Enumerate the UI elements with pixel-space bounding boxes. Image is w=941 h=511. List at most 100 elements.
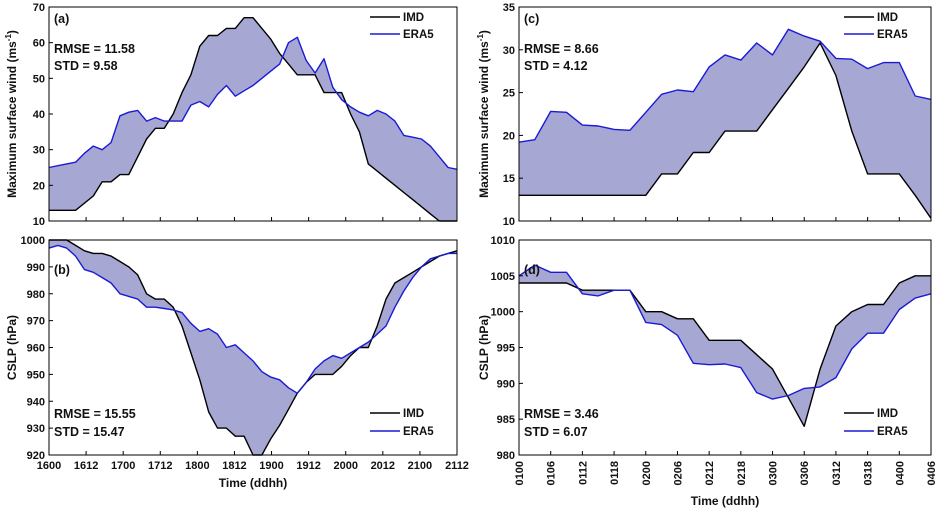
stat-text: RMSE = 8.66 <box>524 42 599 56</box>
y-tick-label: 1010 <box>491 235 515 247</box>
x-tick-label: 0312 <box>831 461 843 485</box>
y-tick-label: 35 <box>503 2 515 14</box>
series-line-era5 <box>48 36 458 170</box>
panel-b: 920 930 940 950 960 970 980 990 1000 1600 1612 1700… <box>5 235 469 490</box>
y-tick-label: 980 <box>497 450 515 462</box>
panel-c: 10 15 20 25 30 35 Maximum surface wind (ms-1) (… <box>476 2 932 228</box>
x-tick-label: 0100 <box>514 461 526 485</box>
y-tick-label: 30 <box>503 45 515 57</box>
x-tick-label: 0300 <box>768 461 780 485</box>
x-tick-label: 0318 <box>863 461 875 485</box>
y-tick-label: 70 <box>33 2 45 14</box>
panel-label: (d) <box>524 263 540 277</box>
x-tick-label: 1700 <box>111 460 135 472</box>
y-tick-label: 15 <box>503 173 515 185</box>
legend-label-imd: IMD <box>403 12 424 24</box>
y-axis-title: Maximum surface wind (ms-1) <box>476 30 491 198</box>
x-tick-label: 0400 <box>894 461 906 485</box>
x-tick-label: 1800 <box>185 460 209 472</box>
x-tick-label: 0206 <box>672 461 684 485</box>
panel-label: (c) <box>524 12 539 26</box>
y-tick-label: 20 <box>503 130 515 142</box>
y-axis-title-superscript: -1 <box>476 34 485 42</box>
plot-frame <box>518 6 932 222</box>
y-tick-label: 30 <box>33 145 45 157</box>
y-tick-label: 940 <box>27 396 45 408</box>
legend-label-era5: ERA5 <box>403 29 434 41</box>
y-tick-label: 20 <box>33 180 45 192</box>
x-tick-label: 0200 <box>641 461 653 485</box>
y-axis-title: CSLP (hPa) <box>5 315 19 380</box>
x-axis-title: Time (ddhh) <box>691 494 759 508</box>
x-tick-label: 1600 <box>37 460 61 472</box>
difference-fill <box>519 265 931 427</box>
series-line-imd <box>49 17 457 222</box>
y-axis-title-superscript: -1 <box>4 34 13 42</box>
y-axis-title: CSLP (hPa) <box>477 315 491 380</box>
x-tick-label: 1712 <box>148 460 172 472</box>
panel-a: 10 20 30 40 50 60 70 Maximum surface wind (ms-1… <box>4 2 458 228</box>
difference-fill <box>49 240 457 455</box>
x-tick-label: 1812 <box>222 460 246 472</box>
y-tick-label: 1000 <box>21 235 45 247</box>
x-axis-title: Time (ddhh) <box>219 476 287 490</box>
stat-text: RMSE = 15.55 <box>54 407 136 421</box>
x-tick-label: 0406 <box>926 461 938 485</box>
panel-label: (b) <box>54 263 70 277</box>
series-line-imd <box>519 275 931 427</box>
x-tick-label: 0106 <box>546 461 558 485</box>
stat-text: STD = 6.07 <box>524 425 588 439</box>
difference-fill <box>49 17 457 222</box>
series-line-era5 <box>48 244 457 394</box>
series-line-imd <box>519 42 932 219</box>
y-axis-title: Maximum surface wind (ms-1) <box>4 30 19 198</box>
x-tick-label: 1912 <box>296 460 320 472</box>
x-tick-label: 2000 <box>333 460 357 472</box>
y-tick-label: 920 <box>27 450 45 462</box>
y-tick-label: 10 <box>33 216 45 228</box>
y-tick-label: 960 <box>27 343 45 355</box>
x-tick-label: 0118 <box>609 461 621 485</box>
legend-label-era5: ERA5 <box>403 426 434 438</box>
stat-text: RMSE = 3.46 <box>524 407 599 421</box>
x-tick-label: 2012 <box>371 460 395 472</box>
y-tick-label: 930 <box>27 423 45 435</box>
legend-label-era5: ERA5 <box>877 29 908 41</box>
y-tick-label: 980 <box>27 289 45 301</box>
y-axis-title-end: ) <box>477 30 491 34</box>
y-tick-label: 1005 <box>491 271 515 283</box>
panel-d: 980 985 990 995 1000 1005 1010 0100 0106 0112 0118… <box>477 235 938 508</box>
y-tick-label: 990 <box>497 378 515 390</box>
y-tick-label: 40 <box>33 109 45 121</box>
difference-fill <box>519 29 931 219</box>
x-tick-label: 1900 <box>259 460 283 472</box>
x-tick-label: 2100 <box>408 460 432 472</box>
stat-text: STD = 4.12 <box>524 59 588 73</box>
y-tick-label: 25 <box>503 88 515 100</box>
y-tick-label: 60 <box>33 38 45 50</box>
series-line-era5 <box>518 28 932 143</box>
x-tick-label: 0112 <box>577 461 589 485</box>
stat-text: STD = 15.47 <box>54 425 125 439</box>
series-line-era5 <box>518 264 932 400</box>
x-tick-label: 0306 <box>799 461 811 485</box>
y-axis-title-end: ) <box>5 30 19 34</box>
legend-label-imd: IMD <box>403 408 424 420</box>
y-tick-label: 995 <box>497 343 515 355</box>
x-tick-label: 2112 <box>445 460 469 472</box>
y-tick-label: 985 <box>497 414 515 426</box>
x-tick-label: 0218 <box>736 461 748 485</box>
y-tick-label: 970 <box>27 316 45 328</box>
y-tick-label: 990 <box>27 262 45 274</box>
stat-text: STD = 9.58 <box>54 59 118 73</box>
x-tick-label: 0212 <box>704 461 716 485</box>
legend-label-era5: ERA5 <box>877 426 908 438</box>
x-tick-label: 1612 <box>74 460 98 472</box>
legend-label-imd: IMD <box>877 12 898 24</box>
stat-text: RMSE = 11.58 <box>54 42 135 56</box>
legend-label-imd: IMD <box>877 408 898 420</box>
y-tick-label: 1000 <box>491 307 515 319</box>
panel-label: (a) <box>54 12 69 26</box>
y-tick-label: 50 <box>33 73 45 85</box>
